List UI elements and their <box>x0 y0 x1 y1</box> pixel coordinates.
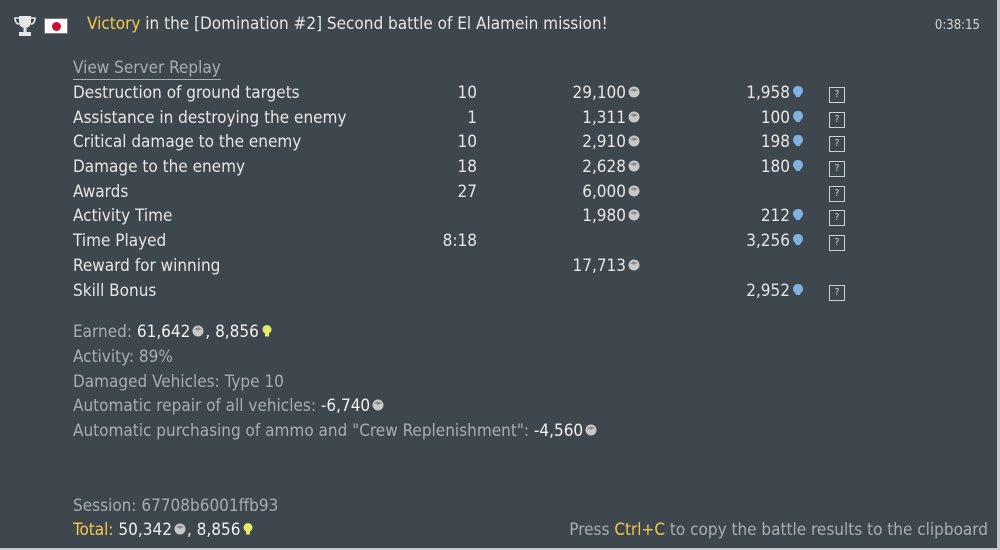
total-sl: 50,342 <box>113 520 172 540</box>
reward-label: Assistance in destroying the enemy <box>73 107 347 128</box>
silver-lions-icon <box>628 111 640 123</box>
research-points-icon <box>793 135 803 147</box>
reward-label: Awards <box>73 181 129 202</box>
clipboard-hint: Press Ctrl+C to copy the battle results … <box>569 520 988 540</box>
total-label: Total: <box>73 520 114 540</box>
reward-count: 27 <box>457 181 477 202</box>
research-points-icon <box>793 86 803 97</box>
ammo-line: Automatic purchasing of ammo and "Crew R… <box>73 421 598 446</box>
reward-count: 8:18 <box>442 231 477 252</box>
reward-table: Destruction of ground targets 10 29,100 1,9… <box>73 83 873 305</box>
reward-research-points: 198 <box>761 132 805 152</box>
reward-row: Awards 27 6,000? <box>73 182 873 207</box>
reward-label: Activity Time <box>73 206 173 227</box>
reward-research-points: 100 <box>761 108 805 128</box>
reward-label: Reward for winning <box>73 255 221 276</box>
help-icon[interactable]: ? <box>829 111 845 128</box>
battle-header: Victory in the [Domination #2] Second ba… <box>14 12 984 40</box>
research-points-icon <box>793 160 803 172</box>
reward-row: Critical damage to the enemy 10 2,910 198? <box>73 132 873 157</box>
help-icon[interactable]: ? <box>829 235 845 252</box>
trophy-icon <box>14 16 36 36</box>
reward-label: Skill Bonus <box>73 280 157 301</box>
silver-lions-icon <box>174 523 186 535</box>
reward-label: Destruction of ground targets <box>73 83 300 103</box>
silver-lions-icon <box>628 185 640 197</box>
reward-research-points: 212 <box>761 206 805 226</box>
reward-row: Reward for winning 17,713 <box>73 256 873 281</box>
silver-lions-icon <box>585 424 597 436</box>
silver-lions-icon <box>628 209 640 221</box>
japan-flag-icon <box>44 18 68 34</box>
reward-research-points: 2,952 <box>746 281 805 301</box>
mission-title: in the [Domination #2] Second battle of … <box>140 14 608 34</box>
repair-line: Automatic repair of all vehicles: -6,740 <box>73 396 598 421</box>
help-icon[interactable]: ? <box>829 87 845 103</box>
help-icon[interactable]: ? <box>829 284 845 301</box>
research-points-icon <box>793 234 803 246</box>
reward-research-points: 3,256 <box>746 231 805 251</box>
reward-label: Time Played <box>73 231 167 252</box>
silver-lions-icon <box>628 259 640 271</box>
reward-row: Destruction of ground targets 10 29,100 1,9… <box>73 83 873 108</box>
reward-count: 1 <box>467 107 477 128</box>
result-word: Victory <box>87 14 141 34</box>
reward-silver-lions: 1,980 <box>582 206 641 226</box>
damaged-vehicles-line: Damaged Vehicles: Type 10 <box>73 371 284 392</box>
reward-row: Skill Bonus 2,952? <box>73 281 873 306</box>
reward-silver-lions: 1,311 <box>582 108 641 128</box>
research-points-icon <box>793 110 803 122</box>
reward-count: 10 <box>457 83 477 103</box>
reward-research-points: 180 <box>761 157 805 177</box>
silver-lions-icon <box>628 86 640 98</box>
reward-label: Critical damage to the enemy <box>73 132 302 153</box>
reward-label: Damage to the enemy <box>73 157 246 178</box>
research-points-bulb-icon <box>262 325 272 337</box>
reward-count: 18 <box>457 157 477 178</box>
help-icon[interactable]: ? <box>829 210 845 227</box>
reward-silver-lions: 17,713 <box>573 256 642 276</box>
earned-line: Earned: 61,642, 8,856 <box>73 322 598 347</box>
silver-lions-icon <box>192 325 204 337</box>
reward-silver-lions: 2,910 <box>582 132 641 152</box>
battle-summary: Earned: 61,642, 8,856 Activity: 89% Dama… <box>73 322 598 446</box>
help-icon[interactable]: ? <box>829 136 845 153</box>
battle-time: 0:38:15 <box>934 18 980 33</box>
reward-row: Damage to the enemy 18 2,628 180? <box>73 157 873 182</box>
reward-row: Assistance in destroying the enemy 1 1,311… <box>73 108 873 133</box>
silver-lions-icon <box>628 135 640 147</box>
reward-row: Activity Time 1,980 212? <box>73 206 873 231</box>
battle-title: Victory in the [Domination #2] Second ba… <box>87 14 608 34</box>
help-icon[interactable]: ? <box>829 161 845 178</box>
ctrl-c-key: Ctrl+C <box>614 520 666 540</box>
reward-row: Time Played 8:18 3,256? <box>73 231 873 256</box>
reward-silver-lions: 29,100 <box>573 83 642 103</box>
help-icon[interactable]: ? <box>829 185 845 202</box>
reward-silver-lions: 6,000 <box>582 182 641 202</box>
research-points-icon <box>793 283 803 295</box>
activity-line: Activity: 89% <box>73 346 173 367</box>
research-points-bulb-icon <box>243 523 253 535</box>
view-server-replay-link[interactable]: View Server Replay <box>73 58 221 80</box>
total-line: Total: 50,342, 8,856 <box>73 520 255 540</box>
reward-research-points: 1,958 <box>746 83 805 103</box>
total-rp: 8,856 <box>196 520 241 540</box>
session-id: Session: 67708b6001ffb93 <box>73 496 279 516</box>
silver-lions-icon <box>628 160 640 172</box>
research-points-icon <box>793 209 803 221</box>
reward-silver-lions: 2,628 <box>582 157 641 177</box>
silver-lions-icon <box>372 399 384 411</box>
reward-count: 10 <box>457 132 477 153</box>
